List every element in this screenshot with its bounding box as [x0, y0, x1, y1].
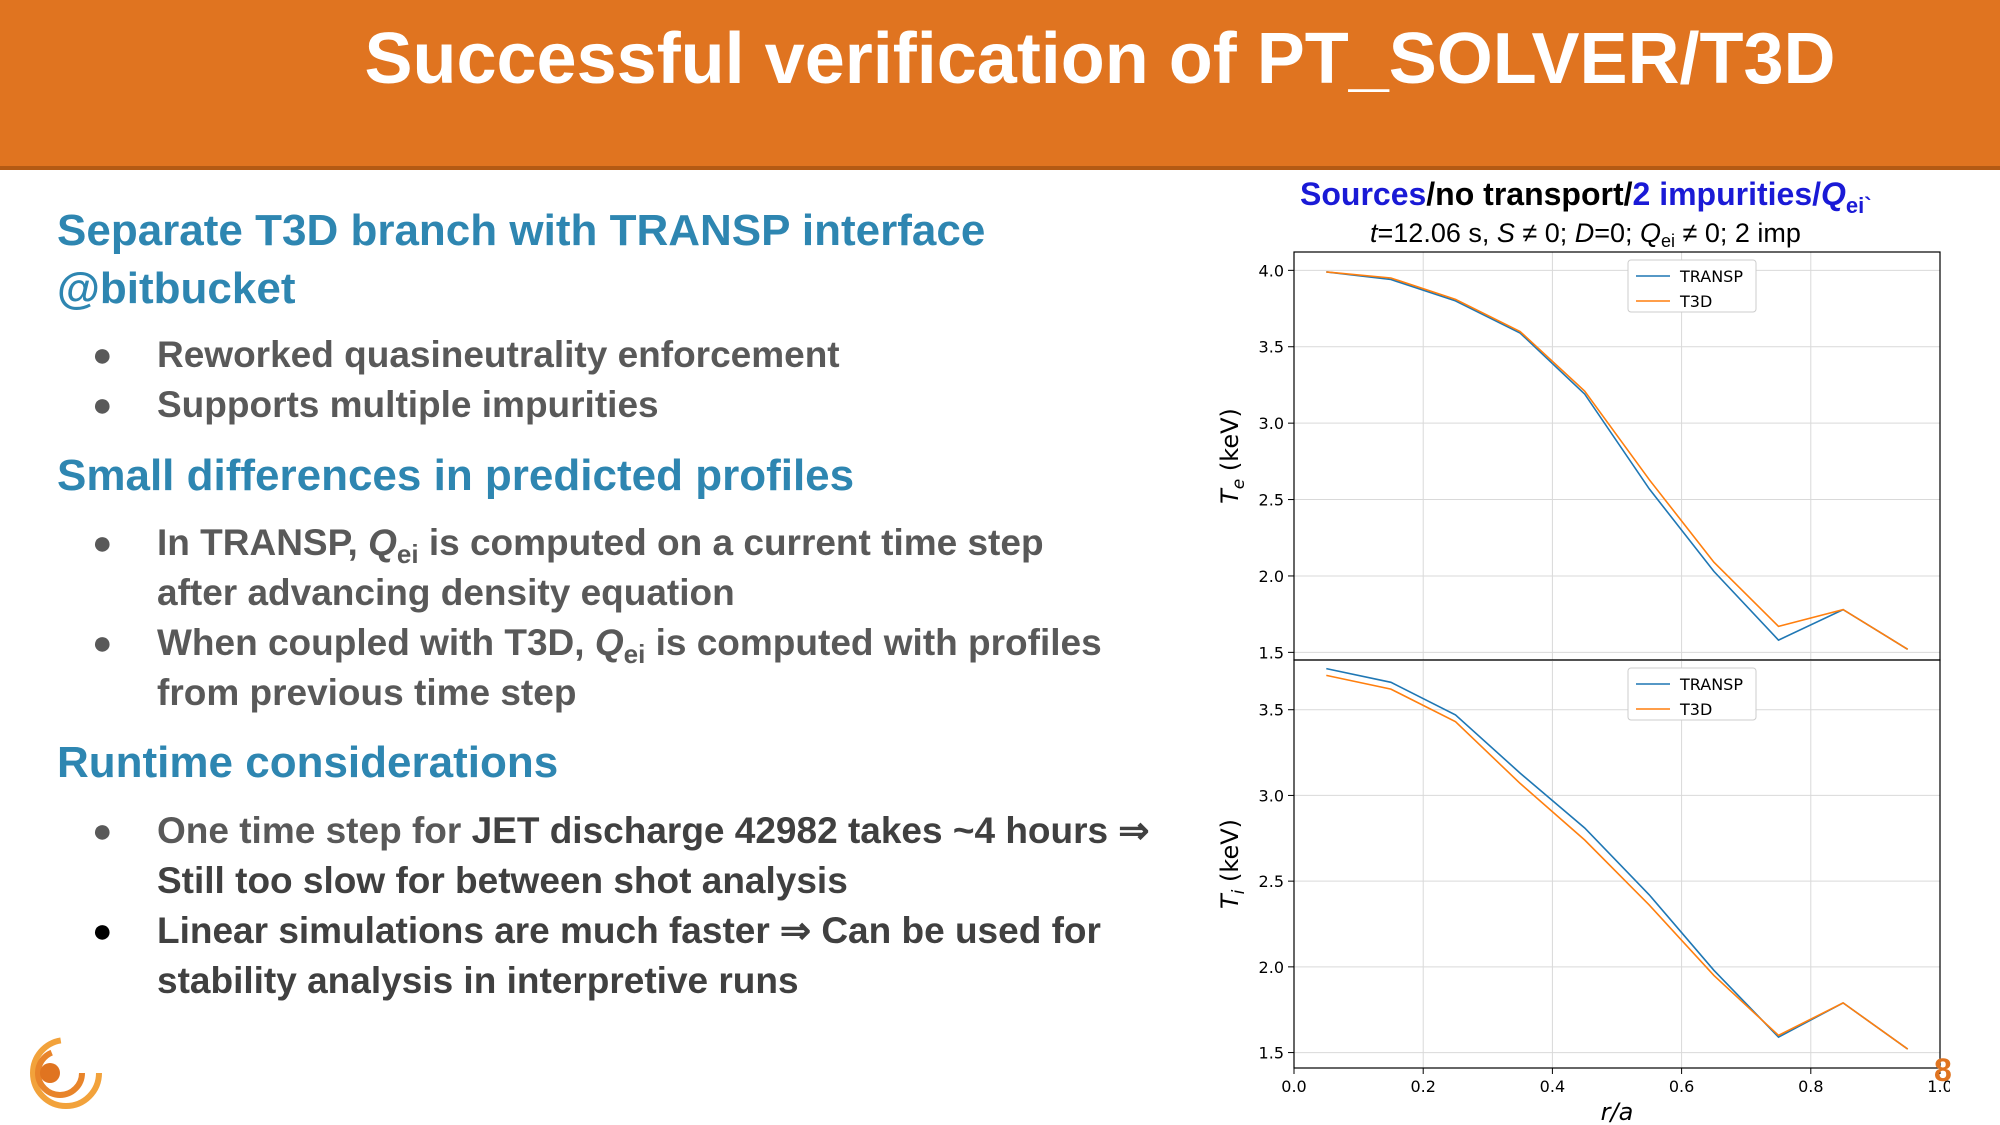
- bullet-text: One time step for JET discharge 42982 ta…: [157, 810, 1150, 901]
- x-tick-label: 0.6: [1669, 1077, 1694, 1096]
- y-tick-label: 3.5: [1259, 338, 1284, 357]
- plot-title: Sources/no transport/2 impurities/Qei`: [1300, 176, 1872, 218]
- axes-frame: [1293, 659, 1941, 1069]
- legend-label: T3D: [1679, 700, 1712, 719]
- x-tick-label: 1.0: [1927, 1077, 1950, 1096]
- legend-label: T3D: [1679, 292, 1712, 311]
- heading-line: Separate T3D branch with TRANSP interfac…: [57, 206, 986, 255]
- heading-line: @bitbucket: [57, 264, 296, 313]
- y-tick-label: 4.0: [1259, 261, 1284, 280]
- legend-box: [1627, 667, 1757, 721]
- x-tick-label: 0.8: [1798, 1077, 1823, 1096]
- bullet-list: ● In TRANSP, Qei is computed on a current…: [92, 518, 1102, 718]
- series-line-transp: [1326, 271, 1909, 650]
- list-item: ● When coupled with T3D, Qei is computed …: [92, 618, 1102, 718]
- bullet-icon: ●: [92, 912, 113, 950]
- y-tick-label: 3.0: [1259, 414, 1284, 433]
- series-line-t3d: [1326, 271, 1909, 650]
- bullet-text: In TRANSP, Qei is computed on a current …: [157, 522, 1044, 613]
- y-tick-label: 3.5: [1259, 701, 1284, 720]
- series-line-t3d: [1326, 674, 1909, 1050]
- section-heading-runtime: Runtime considerations: [57, 738, 559, 787]
- bullet-icon: ●: [92, 624, 113, 662]
- bullet-list: ● Reworked quasineutrality enforcement ● S…: [92, 330, 840, 430]
- axes-frame: [1293, 251, 1941, 661]
- list-item: ● Supports multiple impurities: [92, 380, 840, 430]
- logo-icon: [30, 1037, 102, 1109]
- plot-subtitle: t=12.06 s, S ≠ 0; D=0; Qei ≠ 0; 2 imp: [1370, 218, 1801, 251]
- x-tick-label: 0.2: [1410, 1077, 1435, 1096]
- y-tick-label: 2.0: [1259, 567, 1284, 586]
- chart-panel: 1.5 2.0 2.5 3.0 3.5 4.0 TRANSP T3D Te (keV): [1216, 251, 1941, 662]
- bullet-icon: ●: [92, 812, 113, 850]
- list-item: ● Linear simulations are much faster ⇒ Ca…: [92, 906, 1149, 1006]
- y-tick-label: 2.5: [1259, 872, 1284, 891]
- page-number: 8: [1934, 1052, 1952, 1088]
- legend-label: TRANSP: [1679, 267, 1743, 286]
- x-tick-label: 0.4: [1540, 1077, 1565, 1096]
- legend-box: [1627, 259, 1757, 313]
- chart-panel: 1.5 2.0 2.5 3.0 3.5 TRANSP T3D Ti (keV) 0.0 0.2 0.…: [1216, 659, 1950, 1125]
- bullet-list: ● One time step for JET discharge 42982 t…: [92, 806, 1149, 1006]
- series-line-transp: [1326, 667, 1909, 1050]
- bullet-icon: ●: [92, 524, 113, 562]
- legend-label: TRANSP: [1679, 675, 1743, 694]
- list-item: ● Reworked quasineutrality enforcement: [92, 330, 840, 380]
- y-axis-label: Ti (keV): [1216, 819, 1249, 909]
- profile-chart: 1.5 2.0 2.5 3.0 3.5 4.0 TRANSP T3D Te (keV) 1.5 2.…: [1216, 251, 1950, 1125]
- bullet-text: Supports multiple impurities: [157, 384, 659, 425]
- bullet-text: When coupled with T3D, Qei is computed w…: [157, 622, 1102, 713]
- slide-title: Successful verification of PT_SOLVER/T3D: [364, 19, 1836, 99]
- list-item: ● One time step for JET discharge 42982 t…: [92, 806, 1149, 906]
- x-axis-label: r/a: [1601, 1098, 1634, 1125]
- y-axis-label: Te (keV): [1216, 408, 1249, 504]
- x-tick-label: 0.0: [1281, 1077, 1306, 1096]
- title-bar: Successful verification of PT_SOLVER/T3D: [0, 0, 2000, 170]
- y-tick-label: 1.5: [1259, 1044, 1284, 1063]
- section-heading-differences: Small differences in predicted profiles: [57, 451, 855, 500]
- bullet-text: Reworked quasineutrality enforcement: [157, 334, 840, 375]
- section-heading-t3d-branch: Separate T3D branch with TRANSP interfac…: [57, 202, 985, 318]
- bullet-icon: ●: [92, 336, 113, 374]
- bullet-text: Linear simulations are much faster ⇒ Can…: [157, 910, 1101, 1001]
- y-tick-label: 2.5: [1259, 491, 1284, 510]
- list-item: ● In TRANSP, Qei is computed on a current…: [92, 518, 1102, 618]
- y-tick-label: 2.0: [1259, 958, 1284, 977]
- y-tick-label: 3.0: [1259, 786, 1284, 805]
- y-tick-label: 1.5: [1259, 643, 1284, 662]
- bullet-icon: ●: [92, 386, 113, 424]
